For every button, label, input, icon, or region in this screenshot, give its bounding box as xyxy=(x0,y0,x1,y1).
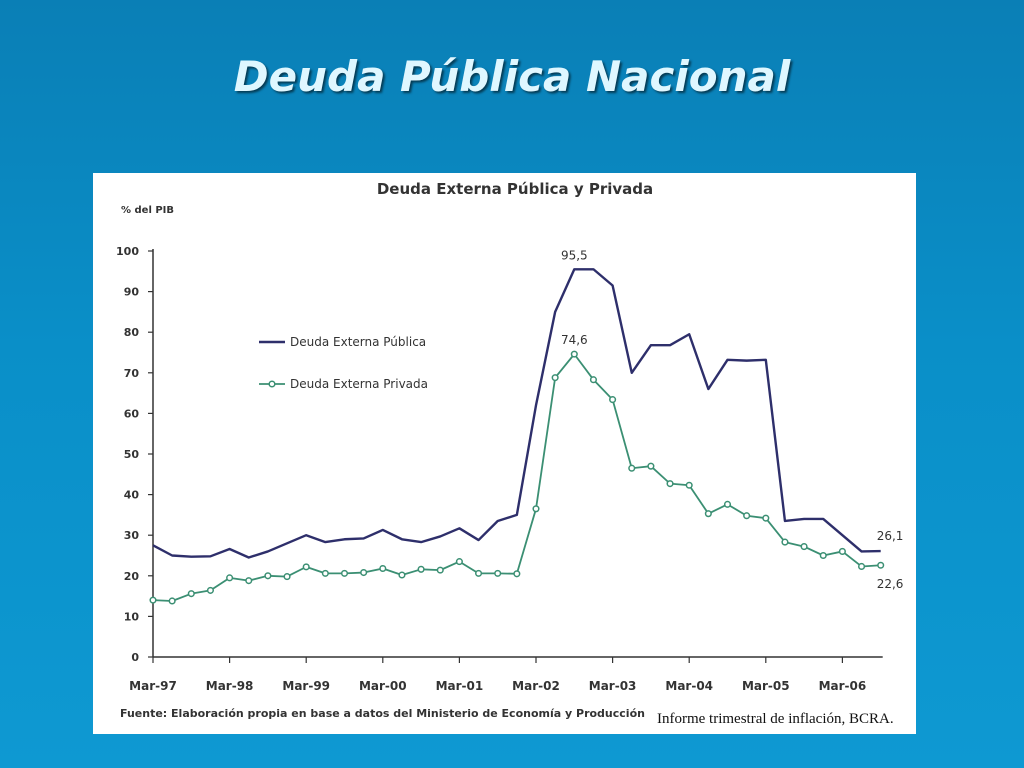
series-point-private xyxy=(838,547,846,555)
series-point-private xyxy=(398,571,406,579)
citation-note: Informe trimestral de inflación, BCRA. xyxy=(657,711,894,727)
series-point-private xyxy=(168,597,176,605)
series-point-private xyxy=(743,512,751,520)
series-line-public xyxy=(152,268,881,559)
series-point-private xyxy=(858,562,866,571)
series-point-private xyxy=(245,577,253,585)
x-tick-label: Mar-03 xyxy=(589,679,637,693)
series-point-private xyxy=(494,569,502,577)
y-axis-label: % del PIB xyxy=(121,205,174,216)
series-point-private xyxy=(762,514,770,522)
x-tick-label: Mar-99 xyxy=(282,679,330,693)
legend-item-private-marker xyxy=(268,380,276,388)
series-point-private xyxy=(340,569,349,577)
x-tick-label: Mar-05 xyxy=(742,679,790,693)
series-point-private xyxy=(800,543,808,551)
chart-panel: Deuda Externa Pública y Privada % del PI… xyxy=(93,173,916,734)
series-point-private xyxy=(206,586,214,594)
series-point-private xyxy=(264,572,272,580)
series-point-private xyxy=(417,565,425,573)
x-tick-label: Mar-98 xyxy=(206,679,254,693)
series-point-private xyxy=(781,538,789,546)
series-point-private xyxy=(360,569,368,577)
y-tick-label: 60 xyxy=(124,407,140,420)
series-point-private xyxy=(379,564,387,573)
data-label: 95,5 xyxy=(561,248,588,262)
series-point-private xyxy=(551,374,559,382)
x-tick-label: Mar-01 xyxy=(436,679,484,693)
series-point-private xyxy=(647,462,655,470)
data-label: 26,1 xyxy=(877,529,904,543)
series-point-private xyxy=(666,480,674,488)
series-point-private xyxy=(436,566,444,574)
y-tick-label: 0 xyxy=(131,651,139,664)
series-point-private xyxy=(570,350,578,358)
series-point-private xyxy=(877,561,885,569)
y-tick-label: 10 xyxy=(124,610,140,623)
series-point-private xyxy=(723,500,732,508)
chart-source-note: Fuente: Elaboración propia en base a dat… xyxy=(120,707,645,720)
legend-item-private-label: Deuda Externa Privada xyxy=(290,377,428,391)
x-tick-label: Mar-00 xyxy=(359,679,407,693)
legend-item-public-label: Deuda Externa Pública xyxy=(290,335,426,349)
series-point-private xyxy=(321,569,329,577)
series-point-private xyxy=(513,570,521,578)
series-point-private xyxy=(455,558,463,566)
series-point-private xyxy=(187,590,195,598)
y-tick-label: 90 xyxy=(124,286,140,299)
chart-title: Deuda Externa Pública y Privada xyxy=(377,180,653,198)
y-tick-label: 30 xyxy=(124,529,140,542)
series-layer xyxy=(149,268,885,605)
series-point-private xyxy=(609,396,617,404)
y-tick-label: 50 xyxy=(124,448,140,461)
series-point-private xyxy=(704,510,712,518)
series-point-private xyxy=(226,574,234,582)
y-tick-label: 40 xyxy=(124,489,140,502)
y-tick-label: 70 xyxy=(124,367,140,380)
series-point-private xyxy=(685,481,693,489)
series-point-private xyxy=(149,596,157,604)
series-point-private xyxy=(475,569,483,577)
line-chart: Deuda Externa Pública y Privada % del PI… xyxy=(116,180,903,720)
y-tick-label: 20 xyxy=(124,570,140,583)
slide-title: Deuda Pública Nacional xyxy=(233,52,791,101)
chart-axes: 0 10 20 30 40 50 60 70 80 90 100 Mar-97 Mar-98 Mar-99… xyxy=(116,245,883,693)
series-point-private xyxy=(302,563,310,571)
chart-legend: Deuda Externa Pública Deuda Externa Priva… xyxy=(259,335,428,391)
x-tick-label: Mar-02 xyxy=(512,679,560,693)
x-tick-label: Mar-06 xyxy=(819,679,867,693)
x-tick-label: Mar-97 xyxy=(129,679,177,693)
series-point-private xyxy=(532,505,540,513)
series-point-private xyxy=(589,376,598,384)
y-tick-label: 80 xyxy=(124,326,140,339)
series-line-private xyxy=(152,353,881,602)
x-tick-label: Mar-04 xyxy=(665,679,713,693)
data-labels: 95,5 74,6 26,1 22,6 xyxy=(561,248,903,591)
y-tick-label: 100 xyxy=(116,245,139,258)
series-point-private xyxy=(283,573,291,581)
series-point-private xyxy=(628,464,636,472)
series-point-private xyxy=(819,551,827,560)
data-label: 74,6 xyxy=(561,333,588,347)
data-label: 22,6 xyxy=(877,577,904,591)
